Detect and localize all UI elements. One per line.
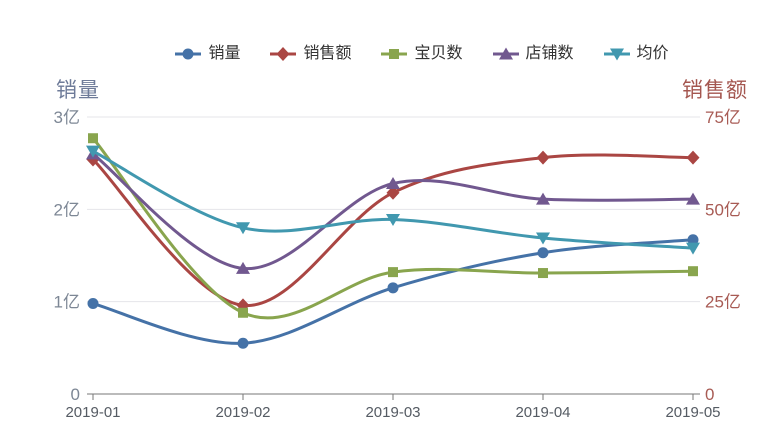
legend-item-avg-price[interactable]: 均价 [603,45,669,62]
left-axis-title: 销量 [56,79,100,102]
datapoint-item-count-2019-01[interactable] [88,133,98,144]
right-axis-tick-label: 25亿 [705,293,741,312]
triangle-up-legend-icon [492,47,519,60]
series-line-item-count [91,136,695,320]
datapoint-shop-count-2019-04[interactable] [536,192,550,205]
left-axis-tick-label: 3亿 [54,108,80,127]
datapoint-sales-volume-2019-03[interactable] [387,282,399,294]
legend-label: 均价 [636,45,669,62]
circle-legend-icon [175,48,202,60]
x-axis-label: 2019-05 [665,404,720,421]
legend-label: 销售额 [303,45,352,62]
left-axis-tick-label: 1亿 [54,293,80,312]
legend-label: 销量 [208,45,241,62]
datapoint-item-count-2019-05[interactable] [688,266,698,277]
right-axis-title: 销售额 [682,79,748,102]
legend-item-sales-volume[interactable]: 销量 [175,46,240,62]
series-line-sales-revenue [91,153,695,307]
right-axis-tick-label: 0 [705,385,714,404]
square-legend-icon [381,49,408,59]
series-line-shop-count [91,152,695,270]
x-axis-label: 2019-03 [365,404,420,421]
datapoint-sales-volume-2019-02[interactable] [237,337,249,349]
legend-label: 店铺数 [525,45,574,62]
datapoint-avg-price-2019-02[interactable] [236,222,250,235]
x-axis-label: 2019-01 [65,404,120,421]
datapoint-sales-volume-2019-04[interactable] [537,247,549,259]
legend-label: 宝贝数 [414,45,463,62]
right-axis-tick-label: 50亿 [705,200,741,219]
x-axis-label: 2019-04 [515,404,570,421]
left-axis-tick-label: 2亿 [54,200,80,219]
datapoint-item-count-2019-02[interactable] [238,307,248,318]
datapoint-sales-volume-2019-05[interactable] [687,234,699,246]
diamond-legend-icon [270,47,297,61]
right-axis-tick-label: 75亿 [705,108,741,127]
datapoint-shop-count-2019-05[interactable] [686,192,700,205]
x-axis-label: 2019-02 [215,404,270,421]
datapoint-sales-revenue-2019-04[interactable] [536,150,550,165]
datapoint-avg-price-2019-03[interactable] [386,213,400,226]
datapoint-shop-count-2019-02[interactable] [236,261,250,274]
datapoint-avg-price-2019-04[interactable] [536,232,550,245]
left-axis-tick-label: 0 [71,385,80,404]
datapoint-sales-revenue-2019-03[interactable] [386,185,400,200]
legend-item-shop-count[interactable]: 店铺数 [492,45,574,62]
datapoint-sales-volume-2019-01[interactable] [87,298,99,310]
legend-item-item-count[interactable]: 宝贝数 [381,45,463,62]
legend: 销量 销售额 宝贝数 店铺数 均价 [0,46,780,62]
datapoint-avg-price-2019-05[interactable] [686,242,700,255]
datapoint-sales-revenue-2019-05[interactable] [686,150,700,165]
datapoint-item-count-2019-03[interactable] [388,267,398,278]
datapoint-item-count-2019-04[interactable] [538,268,548,279]
triangle-down-legend-icon [603,48,630,61]
legend-item-sales-revenue[interactable]: 销售额 [270,46,351,62]
datapoint-shop-count-2019-03[interactable] [386,176,400,189]
datapoint-avg-price-2019-01[interactable] [86,145,100,158]
